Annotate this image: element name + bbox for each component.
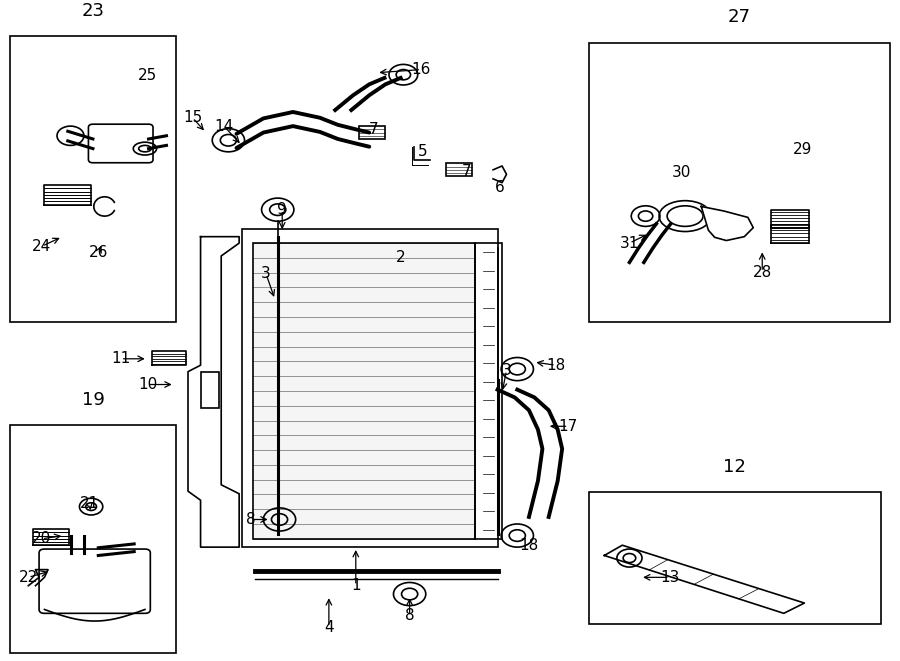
Text: 7: 7 bbox=[462, 164, 471, 178]
Text: 29: 29 bbox=[793, 142, 813, 157]
Text: 11: 11 bbox=[111, 351, 130, 366]
Text: 13: 13 bbox=[660, 570, 680, 585]
Text: 6: 6 bbox=[494, 180, 504, 195]
Bar bbox=[11, 36, 176, 322]
Text: 28: 28 bbox=[752, 264, 772, 280]
Text: 3: 3 bbox=[261, 266, 271, 282]
Text: 17: 17 bbox=[559, 419, 578, 434]
Bar bbox=[359, 126, 384, 139]
Text: 30: 30 bbox=[671, 165, 691, 180]
Text: 16: 16 bbox=[411, 62, 431, 77]
Text: 7: 7 bbox=[369, 122, 379, 137]
Text: 14: 14 bbox=[214, 118, 233, 134]
Bar bbox=[201, 372, 219, 408]
Text: 8: 8 bbox=[405, 608, 414, 623]
Text: 18: 18 bbox=[519, 537, 538, 553]
Text: 26: 26 bbox=[88, 245, 108, 260]
Bar bbox=[590, 42, 889, 322]
Polygon shape bbox=[604, 545, 805, 613]
Text: 5: 5 bbox=[418, 144, 427, 159]
Text: 20: 20 bbox=[32, 531, 51, 546]
Bar bbox=[475, 243, 502, 539]
Text: 10: 10 bbox=[138, 377, 157, 392]
Text: 3: 3 bbox=[501, 363, 511, 378]
Text: 19: 19 bbox=[82, 391, 104, 409]
Text: 31: 31 bbox=[620, 235, 639, 251]
Bar bbox=[590, 492, 881, 624]
Bar bbox=[446, 163, 472, 176]
Text: 27: 27 bbox=[728, 9, 751, 26]
Text: 18: 18 bbox=[546, 358, 565, 373]
Bar bbox=[242, 229, 498, 547]
Text: 2: 2 bbox=[396, 251, 406, 265]
Polygon shape bbox=[188, 237, 239, 547]
Text: 8: 8 bbox=[246, 512, 256, 527]
Text: 25: 25 bbox=[138, 69, 157, 83]
Text: 24: 24 bbox=[32, 239, 51, 254]
Bar bbox=[11, 425, 176, 653]
Text: 22: 22 bbox=[19, 570, 38, 585]
Text: 23: 23 bbox=[82, 2, 105, 20]
Text: 21: 21 bbox=[80, 496, 99, 511]
Text: 4: 4 bbox=[324, 620, 334, 635]
Text: 9: 9 bbox=[277, 202, 287, 217]
Polygon shape bbox=[701, 206, 753, 241]
Text: 12: 12 bbox=[724, 459, 746, 477]
Text: 15: 15 bbox=[183, 110, 202, 125]
Bar bbox=[253, 243, 475, 539]
Text: 1: 1 bbox=[351, 578, 361, 593]
